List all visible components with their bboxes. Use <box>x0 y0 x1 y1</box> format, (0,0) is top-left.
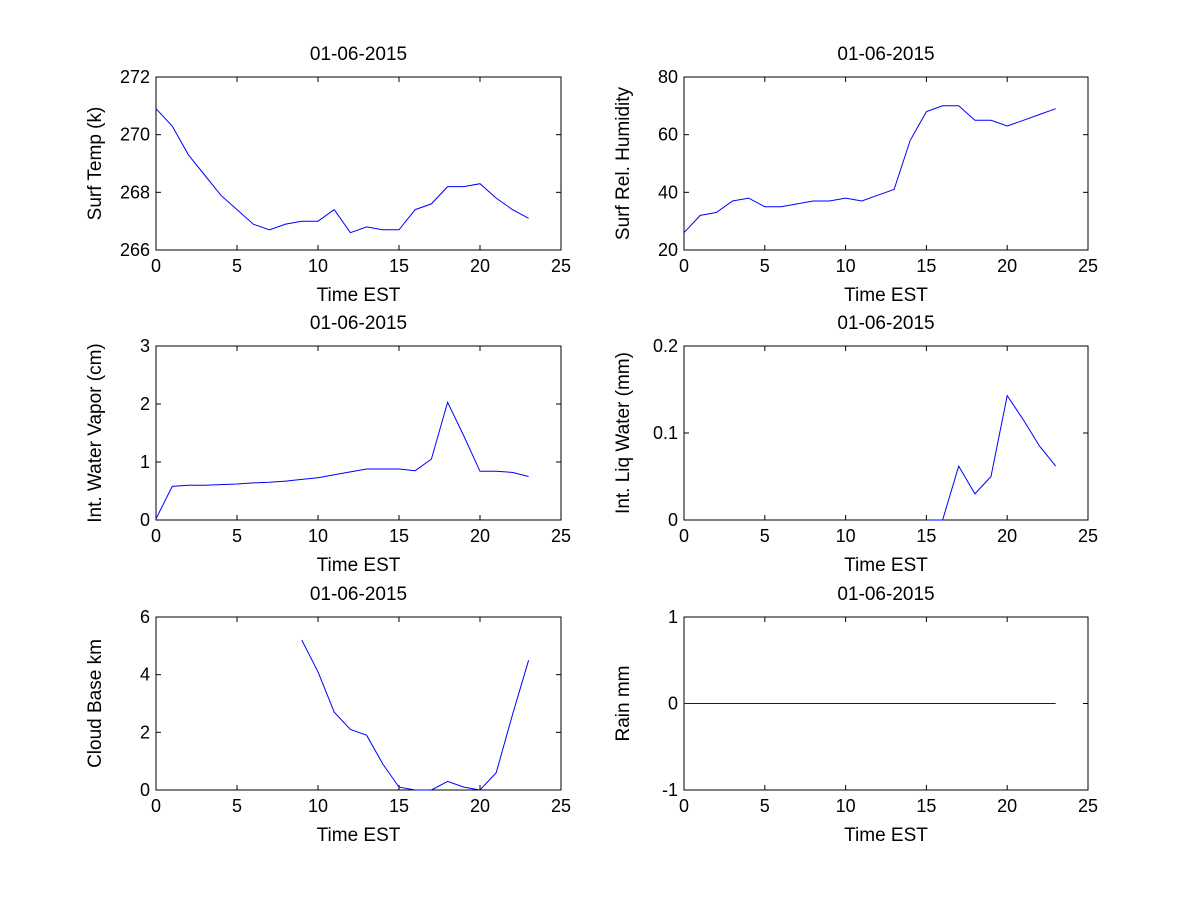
x-tick-label: 15 <box>389 526 409 546</box>
axes-box <box>683 345 1089 521</box>
x-tick-label: 25 <box>551 256 571 276</box>
x-tick-label: 20 <box>997 796 1017 816</box>
x-tick-label: 10 <box>836 256 856 276</box>
x-tick-label: 5 <box>232 256 242 276</box>
chart-title: 01-06-2015 <box>837 313 934 334</box>
chart-title: 01-06-2015 <box>310 313 407 334</box>
x-tick-label: 20 <box>470 256 490 276</box>
axes-box <box>155 76 562 251</box>
chart-title: 01-06-2015 <box>310 584 407 605</box>
x-tick-label: 10 <box>308 526 328 546</box>
x-tick-label: 0 <box>151 256 161 276</box>
x-tick-label: 0 <box>151 796 161 816</box>
y-tick-label: 3 <box>140 336 150 356</box>
y-tick-label: 2 <box>140 394 150 414</box>
chart-title: 01-06-2015 <box>837 44 934 65</box>
y-tick-label: 6 <box>140 607 150 627</box>
y-tick-label: 268 <box>120 182 150 202</box>
y-tick-label: 0 <box>140 510 150 530</box>
y-tick-label: 4 <box>140 665 150 685</box>
x-tick-label: 5 <box>760 256 770 276</box>
subplot-4: 0 5 10 15 20 25 0 0.1 0.2 01-06-2015 Time EST Int. … <box>613 313 1098 576</box>
x-tick-label: 25 <box>1078 256 1098 276</box>
x-tick-label: 0 <box>679 796 689 816</box>
series-line <box>155 108 529 234</box>
axes-box <box>155 616 562 791</box>
x-tick-label: 15 <box>389 256 409 276</box>
x-tick-label: 20 <box>997 526 1017 546</box>
x-tick-label: 10 <box>836 796 856 816</box>
axes-box <box>683 76 1089 251</box>
x-tick-label: 0 <box>679 526 689 546</box>
subplot-1: 0 5 10 15 20 25 266 268 270 272 01-06-2015 Time EST… <box>85 44 571 306</box>
series-line <box>683 105 1056 234</box>
x-axis-label: Time EST <box>844 555 928 576</box>
y-tick-label: 1 <box>140 452 150 472</box>
x-tick-label: 15 <box>916 796 936 816</box>
series-line <box>926 394 1057 521</box>
y-tick-label: 2 <box>140 722 150 742</box>
y-tick-label: 266 <box>120 240 150 260</box>
x-tick-label: 25 <box>1078 526 1098 546</box>
y-axis-label: Surf Rel. Humidity <box>613 86 634 240</box>
x-tick-label: 5 <box>232 526 242 546</box>
y-tick-label: 0 <box>668 510 678 530</box>
y-tick-label: 40 <box>658 182 678 202</box>
y-tick-label: 80 <box>658 67 678 87</box>
chart-title: 01-06-2015 <box>837 584 934 605</box>
y-axis-label: Int. Water Vapor (cm) <box>85 343 106 522</box>
axes-box <box>155 345 562 521</box>
x-tick-label: 10 <box>836 526 856 546</box>
x-tick-label: 15 <box>916 256 936 276</box>
y-axis-label: Int. Liq Water (mm) <box>613 352 634 514</box>
y-tick-label: 60 <box>658 125 678 145</box>
x-tick-label: 15 <box>916 526 936 546</box>
x-axis-label: Time EST <box>844 285 928 306</box>
x-tick-label: 10 <box>308 256 328 276</box>
x-tick-label: 20 <box>470 526 490 546</box>
x-tick-label: 25 <box>1078 796 1098 816</box>
y-tick-label: 270 <box>120 125 150 145</box>
y-axis-label: Rain mm <box>613 665 634 741</box>
y-tick-label: 1 <box>668 607 678 627</box>
x-tick-label: 25 <box>551 526 571 546</box>
y-tick-label: 272 <box>120 67 150 87</box>
x-axis-label: Time EST <box>317 285 401 306</box>
x-axis-label: Time EST <box>317 825 401 846</box>
chart-title: 01-06-2015 <box>310 44 407 65</box>
subplot-2: 0 5 10 15 20 25 20 40 60 80 01-06-2015 Time EST Surf… <box>613 44 1098 306</box>
x-tick-label: 5 <box>760 526 770 546</box>
subplot-3: 0 5 10 15 20 25 0 1 2 3 01-06-2015 Time EST Int. Wat… <box>85 313 571 576</box>
series-line <box>155 400 529 520</box>
x-axis-label: Time EST <box>844 825 928 846</box>
y-tick-label: -1 <box>662 780 678 800</box>
y-tick-label: 20 <box>658 240 678 260</box>
x-tick-label: 5 <box>232 796 242 816</box>
x-tick-label: 5 <box>760 796 770 816</box>
subplot-5: 0 5 10 15 20 25 0 2 4 6 01-06-2015 Time EST Cloud Ba… <box>85 584 571 846</box>
y-tick-label: 0.2 <box>653 336 678 356</box>
x-tick-label: 20 <box>470 796 490 816</box>
y-axis-label: Cloud Base km <box>85 639 106 768</box>
x-tick-label: 0 <box>679 256 689 276</box>
x-tick-label: 15 <box>389 796 409 816</box>
x-tick-label: 0 <box>151 526 161 546</box>
x-tick-label: 20 <box>997 256 1017 276</box>
y-tick-label: 0.1 <box>653 423 678 443</box>
y-tick-label: 0 <box>140 780 150 800</box>
x-tick-label: 10 <box>308 796 328 816</box>
y-tick-label: 0 <box>668 694 678 714</box>
x-axis-label: Time EST <box>317 555 401 576</box>
x-tick-label: 25 <box>551 796 571 816</box>
series-line <box>301 639 530 791</box>
y-axis-label: Surf Temp (k) <box>85 107 106 221</box>
